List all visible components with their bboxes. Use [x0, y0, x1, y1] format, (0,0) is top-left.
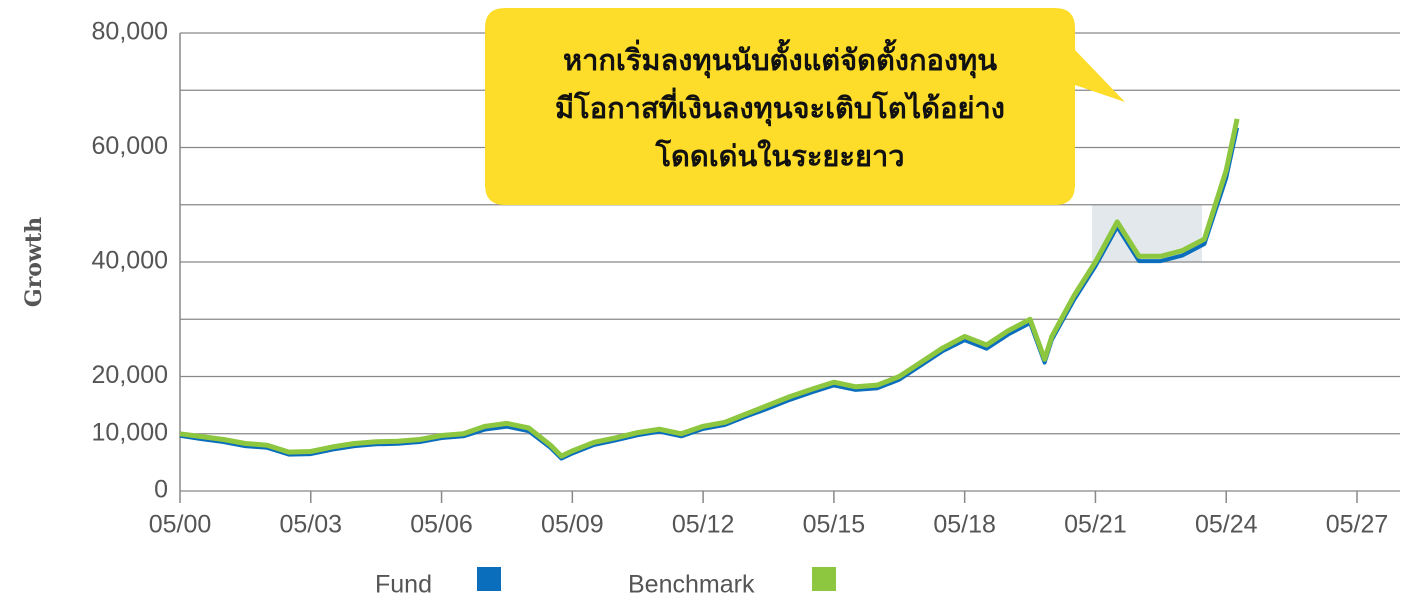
callout	[485, 8, 1125, 205]
y-tick-label: 80,000	[92, 18, 168, 46]
callout-text: โดดเด่นในระยะยาว	[654, 138, 904, 173]
y-tick-label: 20,000	[92, 361, 168, 389]
x-tick-label: 05/27	[1326, 511, 1389, 539]
x-tick-label: 05/12	[672, 511, 735, 539]
legend-swatch	[477, 567, 501, 591]
x-tick-label: 05/24	[1195, 511, 1258, 539]
x-tick-label: 05/18	[933, 511, 996, 539]
legend-label: Benchmark	[628, 571, 755, 599]
x-tick-label: 05/09	[541, 511, 604, 539]
legend-label: Fund	[375, 571, 432, 599]
y-tick-label: 0	[154, 476, 168, 504]
legend-swatch	[812, 567, 836, 591]
x-tick-label: 05/21	[1064, 511, 1127, 539]
y-tick-label: 10,000	[92, 418, 168, 446]
y-axis-label: Growth	[21, 217, 47, 307]
callout-text: มีโอกาสที่เงินลงทุนจะเติบโตได้อย่าง	[555, 87, 1005, 126]
callout-text: หากเริ่มลงทุนนับตั้งแต่จัดตั้งกองทุน	[563, 38, 997, 78]
x-tick-label: 05/03	[279, 511, 342, 539]
y-tick-label: 60,000	[92, 132, 168, 160]
x-tick-label: 05/00	[149, 511, 212, 539]
y-tick-label: 40,000	[92, 247, 168, 275]
x-tick-label: 05/15	[803, 511, 866, 539]
series-line	[179, 118, 1240, 459]
x-tick-label: 05/06	[410, 511, 473, 539]
